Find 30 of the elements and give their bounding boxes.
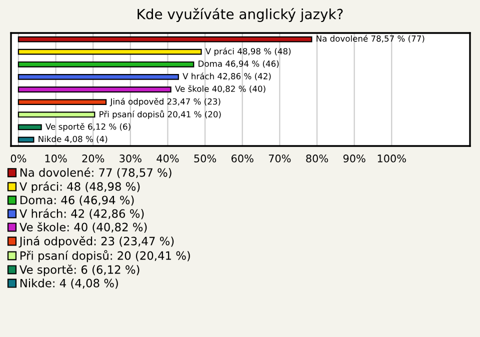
legend-label: Při psaní dopisů: 20 (20,41 %) (20, 250, 190, 262)
data-label: Při psaní dopisů 20,41 % (20) (100, 110, 221, 120)
x-tick-label: 0% (10, 154, 26, 162)
data-label: Ve škole 40,82 % (40) (175, 85, 266, 93)
legend-label: Na dovolené: 77 (78,57 %) (20, 168, 172, 178)
data-label: Na dovolené 78,57 % (77) (316, 34, 424, 43)
data-label: Nikde 4,08 % (4) (38, 136, 108, 144)
x-tick-label: 70% (268, 154, 291, 162)
x-tick-label: 20% (82, 154, 104, 162)
data-label: V hrách 42,86 % (42) (182, 72, 271, 80)
legend-label: V hrách: 42 (42,86 %) (19, 208, 144, 220)
x-tick-label: 100% (378, 154, 406, 162)
x-tick-label: 10% (45, 154, 67, 162)
x-tick-label: 40% (156, 154, 179, 162)
x-tick-label: 90% (343, 154, 366, 162)
data-label: Doma 46,94 % (46) (198, 60, 279, 68)
data-label: Jiná odpověd 23,47 % (23) (110, 98, 220, 106)
legend-label: Nikde: 4 (4,08 %) (20, 278, 118, 289)
chart-title: Kde využíváte anglický jazyk? (138, 8, 343, 22)
legend-label: V práci: 48 (48,98 %) (19, 182, 140, 194)
legend-label: Ve sportě: 6 (6,12 %) (19, 264, 140, 276)
x-tick-label: 60% (232, 154, 254, 162)
legend-label: Doma: 46 (46,94 %) (20, 196, 134, 206)
legend-label: Ve škole: 40 (40,82 %) (19, 222, 147, 233)
x-tick-label: 80% (306, 154, 328, 162)
legend-label: Jiná odpověd: 23 (23,47 %) (18, 236, 174, 248)
data-label: V práci 48,98 % (48) (205, 48, 291, 56)
x-tick-label: 30% (120, 154, 142, 162)
data-label: Ve sportě 6,12 % (6) (46, 122, 130, 132)
x-tick-label: 50% (194, 154, 216, 162)
